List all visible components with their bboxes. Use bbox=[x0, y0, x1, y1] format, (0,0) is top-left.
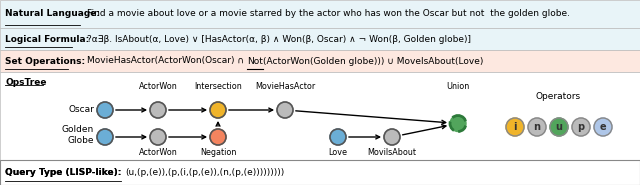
Circle shape bbox=[384, 129, 400, 145]
Circle shape bbox=[450, 115, 466, 132]
Circle shape bbox=[150, 129, 166, 145]
Circle shape bbox=[97, 102, 113, 118]
Circle shape bbox=[594, 118, 612, 136]
Text: MovieHasActor(ActorWon(Oscar) ∩: MovieHasActor(ActorWon(Oscar) ∩ bbox=[87, 56, 247, 65]
Circle shape bbox=[572, 118, 590, 136]
Text: Negation: Negation bbox=[200, 148, 236, 157]
Circle shape bbox=[150, 102, 166, 118]
Text: Query Type (LISP-like):: Query Type (LISP-like): bbox=[5, 168, 122, 177]
Text: ?α∃β. IsAbout(α, Love) ∨ [HasActor(α, β) ∧ Won(β, Oscar) ∧ ¬ Won(β, Golden globe: ?α∃β. IsAbout(α, Love) ∨ [HasActor(α, β)… bbox=[87, 34, 471, 43]
FancyBboxPatch shape bbox=[0, 160, 640, 185]
Text: ActorWon: ActorWon bbox=[139, 82, 177, 91]
Text: p: p bbox=[577, 122, 584, 132]
FancyBboxPatch shape bbox=[0, 50, 640, 72]
FancyBboxPatch shape bbox=[0, 28, 640, 50]
Text: (u,(p,(e)),(p,(i,(p,(e)),(n,(p,(e))))))))): (u,(p,(e)),(p,(i,(p,(e)),(n,(p,(e)))))))… bbox=[125, 168, 285, 177]
Text: Natural Language:: Natural Language: bbox=[5, 9, 100, 18]
Text: Find a movie about love or a movie starred by the actor who has won the Oscar bu: Find a movie about love or a movie starr… bbox=[87, 9, 570, 18]
FancyBboxPatch shape bbox=[0, 0, 640, 28]
Circle shape bbox=[506, 118, 524, 136]
Text: OpsTree: OpsTree bbox=[5, 78, 47, 87]
Text: MoviIsAbout: MoviIsAbout bbox=[367, 148, 417, 157]
Text: Set Operations:: Set Operations: bbox=[5, 56, 85, 65]
Text: Logical Formula:: Logical Formula: bbox=[5, 34, 89, 43]
Text: (ActorWon(Golden globe))) ∪ MoveIsAbout(Love): (ActorWon(Golden globe))) ∪ MoveIsAbout(… bbox=[263, 56, 483, 65]
Circle shape bbox=[97, 129, 113, 145]
Text: i: i bbox=[513, 122, 516, 132]
Text: Union: Union bbox=[446, 82, 470, 91]
Circle shape bbox=[550, 118, 568, 136]
Text: n: n bbox=[534, 122, 541, 132]
Text: Golden
Globe: Golden Globe bbox=[61, 125, 94, 145]
Circle shape bbox=[330, 129, 346, 145]
Circle shape bbox=[210, 129, 226, 145]
Circle shape bbox=[528, 118, 546, 136]
Text: u: u bbox=[556, 122, 563, 132]
Text: Not: Not bbox=[247, 56, 263, 65]
Text: Intersection: Intersection bbox=[194, 82, 242, 91]
Text: MovieHasActor: MovieHasActor bbox=[255, 82, 315, 91]
Circle shape bbox=[210, 102, 226, 118]
Circle shape bbox=[277, 102, 293, 118]
Text: ActorWon: ActorWon bbox=[139, 148, 177, 157]
FancyBboxPatch shape bbox=[0, 72, 640, 160]
Text: Oscar: Oscar bbox=[68, 105, 94, 115]
Text: e: e bbox=[600, 122, 606, 132]
Text: Operators: Operators bbox=[536, 92, 580, 101]
Text: Love: Love bbox=[328, 148, 348, 157]
Text: Query Type (LISP-like):: Query Type (LISP-like): bbox=[5, 168, 122, 177]
